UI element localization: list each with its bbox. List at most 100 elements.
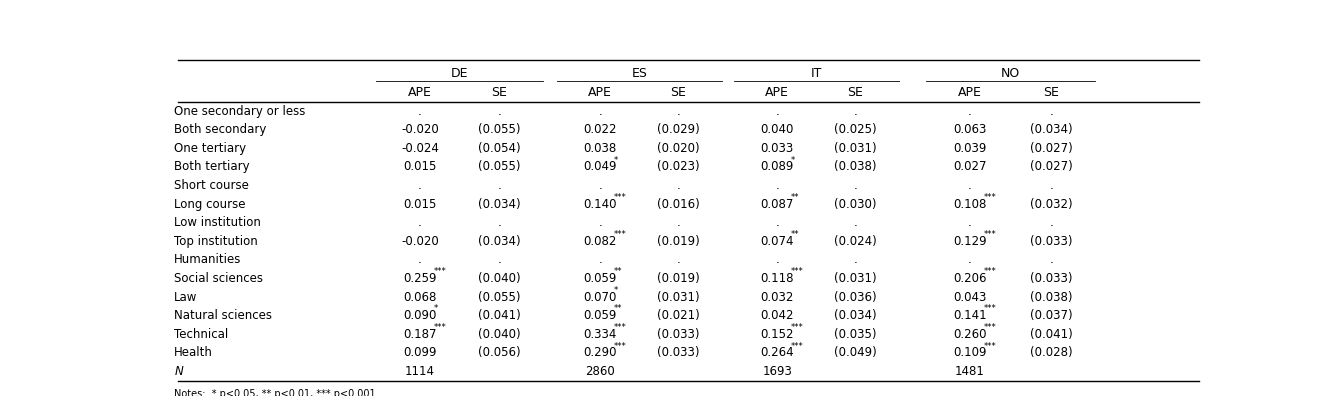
Text: .: . (1050, 216, 1054, 229)
Text: .: . (775, 179, 780, 192)
Text: 0.043: 0.043 (953, 291, 986, 303)
Text: Notes:  * p<0.05, ** p<0.01, *** p<0.001: Notes: * p<0.05, ** p<0.01, *** p<0.001 (175, 389, 376, 396)
Text: NO: NO (1001, 67, 1020, 80)
Text: 0.059: 0.059 (583, 272, 617, 285)
Text: ***: *** (790, 323, 804, 332)
Text: Low institution: Low institution (175, 216, 261, 229)
Text: Natural sciences: Natural sciences (175, 309, 273, 322)
Text: .: . (418, 216, 422, 229)
Text: 0.118: 0.118 (761, 272, 794, 285)
Text: ***: *** (614, 323, 626, 332)
Text: ***: *** (984, 305, 996, 314)
Text: N: N (175, 365, 183, 378)
Text: (0.024): (0.024) (835, 235, 876, 248)
Text: .: . (676, 179, 680, 192)
Text: -0.020: -0.020 (402, 123, 439, 136)
Text: (0.019): (0.019) (657, 272, 700, 285)
Text: **: ** (614, 305, 622, 314)
Text: Law: Law (175, 291, 198, 303)
Text: 2860: 2860 (586, 365, 616, 378)
Text: 0.038: 0.038 (583, 142, 617, 155)
Text: *: * (614, 156, 618, 165)
Text: (0.033): (0.033) (1030, 235, 1073, 248)
Text: 0.259: 0.259 (403, 272, 437, 285)
Text: ***: *** (984, 230, 996, 239)
Text: (0.054): (0.054) (478, 142, 520, 155)
Text: 0.290: 0.290 (583, 346, 617, 359)
Text: 0.032: 0.032 (761, 291, 794, 303)
Text: 0.187: 0.187 (403, 328, 437, 341)
Text: 0.059: 0.059 (583, 309, 617, 322)
Text: APE: APE (409, 86, 431, 99)
Text: (0.031): (0.031) (835, 142, 876, 155)
Text: .: . (418, 105, 422, 118)
Text: 0.063: 0.063 (953, 123, 986, 136)
Text: 0.089: 0.089 (761, 160, 794, 173)
Text: Long course: Long course (175, 198, 246, 211)
Text: (0.040): (0.040) (478, 272, 520, 285)
Text: 0.129: 0.129 (953, 235, 986, 248)
Text: Short course: Short course (175, 179, 249, 192)
Text: **: ** (614, 267, 622, 276)
Text: .: . (497, 253, 501, 267)
Text: .: . (853, 253, 857, 267)
Text: -0.020: -0.020 (402, 235, 439, 248)
Text: (0.028): (0.028) (1030, 346, 1073, 359)
Text: Both tertiary: Both tertiary (175, 160, 250, 173)
Text: .: . (853, 105, 857, 118)
Text: 0.068: 0.068 (403, 291, 437, 303)
Text: One tertiary: One tertiary (175, 142, 246, 155)
Text: (0.038): (0.038) (835, 160, 876, 173)
Text: IT: IT (810, 67, 823, 80)
Text: .: . (853, 216, 857, 229)
Text: 0.027: 0.027 (953, 160, 986, 173)
Text: (0.055): (0.055) (478, 291, 520, 303)
Text: ***: *** (984, 193, 996, 202)
Text: .: . (1050, 253, 1054, 267)
Text: ***: *** (434, 323, 446, 332)
Text: (0.032): (0.032) (1030, 198, 1073, 211)
Text: (0.055): (0.055) (478, 123, 520, 136)
Text: *: * (434, 305, 438, 314)
Text: ***: *** (790, 342, 804, 351)
Text: (0.033): (0.033) (1030, 272, 1073, 285)
Text: Social sciences: Social sciences (175, 272, 263, 285)
Text: .: . (968, 105, 972, 118)
Text: .: . (968, 179, 972, 192)
Text: .: . (775, 216, 780, 229)
Text: 0.108: 0.108 (953, 198, 986, 211)
Text: ***: *** (984, 267, 996, 276)
Text: .: . (497, 105, 501, 118)
Text: .: . (497, 179, 501, 192)
Text: 0.109: 0.109 (953, 346, 986, 359)
Text: 0.039: 0.039 (953, 142, 986, 155)
Text: ES: ES (632, 67, 648, 80)
Text: 0.015: 0.015 (403, 160, 437, 173)
Text: 0.141: 0.141 (953, 309, 986, 322)
Text: Humanities: Humanities (175, 253, 242, 267)
Text: (0.034): (0.034) (835, 309, 876, 322)
Text: APE: APE (958, 86, 982, 99)
Text: Technical: Technical (175, 328, 228, 341)
Text: 0.140: 0.140 (583, 198, 617, 211)
Text: -0.024: -0.024 (401, 142, 439, 155)
Text: .: . (598, 105, 602, 118)
Text: (0.038): (0.038) (1030, 291, 1073, 303)
Text: .: . (1050, 179, 1054, 192)
Text: (0.027): (0.027) (1030, 160, 1073, 173)
Text: 0.070: 0.070 (583, 291, 617, 303)
Text: Both secondary: Both secondary (175, 123, 266, 136)
Text: (0.034): (0.034) (1030, 123, 1073, 136)
Text: (0.040): (0.040) (478, 328, 520, 341)
Text: Health: Health (175, 346, 214, 359)
Text: APE: APE (589, 86, 613, 99)
Text: 0.260: 0.260 (953, 328, 986, 341)
Text: (0.035): (0.035) (835, 328, 876, 341)
Text: 0.264: 0.264 (761, 346, 794, 359)
Text: APE: APE (765, 86, 789, 99)
Text: 1114: 1114 (405, 365, 435, 378)
Text: ***: *** (434, 267, 446, 276)
Text: 0.033: 0.033 (761, 142, 794, 155)
Text: (0.037): (0.037) (1030, 309, 1073, 322)
Text: (0.049): (0.049) (835, 346, 876, 359)
